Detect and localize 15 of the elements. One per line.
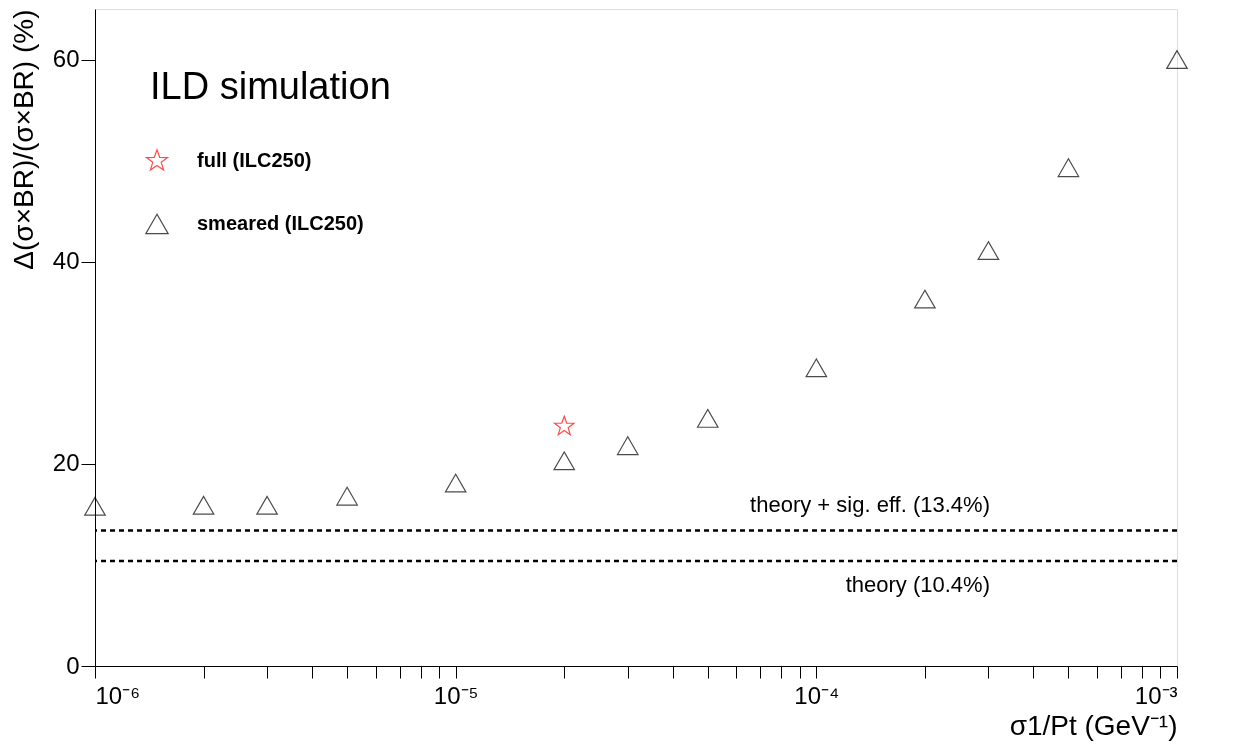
x-tick-label: 10⁻⁴: [794, 681, 840, 709]
x-tick-label: 10⁻⁶: [95, 681, 141, 709]
ref-line-label: theory + sig. eff. (13.4%): [750, 491, 990, 517]
y-axis-title: Δ(σ×BR)/(σ×BR) (%): [7, 9, 39, 270]
y-tick-label: 20: [52, 449, 80, 477]
y-tick-label: 0: [66, 651, 80, 679]
y-tick-label: 60: [52, 45, 80, 73]
x-tick-label: 10⁻³: [1134, 681, 1178, 709]
x-tick-label: 10⁻⁵: [433, 681, 479, 709]
y-tick-label: 40: [52, 247, 80, 275]
ref-line-label: theory (10.4%): [845, 571, 990, 597]
legend-label: smeared (ILC250): [197, 212, 364, 234]
legend-label: full (ILC250): [197, 149, 312, 171]
annotation: ILD simulation: [150, 65, 391, 107]
x-axis-title: σ1/Pt (GeV⁻¹): [1009, 709, 1178, 741]
